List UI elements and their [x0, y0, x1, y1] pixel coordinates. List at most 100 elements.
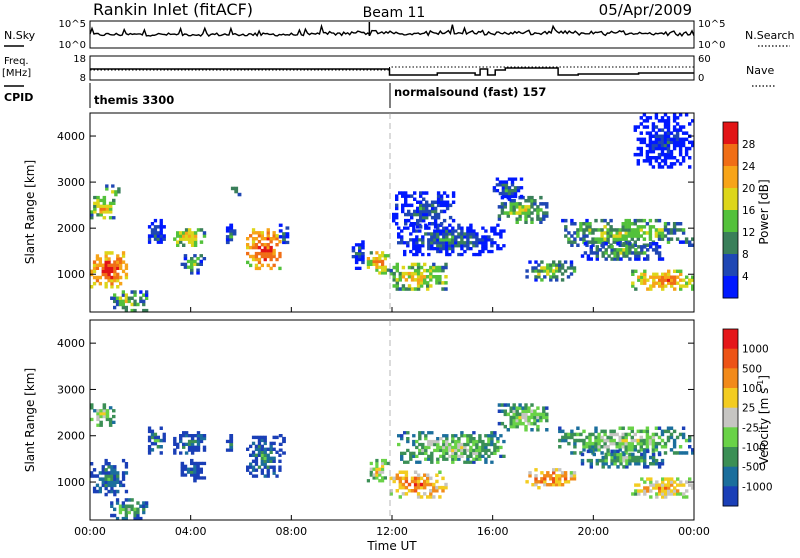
velocity-cell	[381, 479, 385, 483]
power-cell	[187, 228, 192, 232]
velocity-cell	[630, 435, 634, 440]
velocity-cell	[603, 445, 607, 449]
velocity-cell	[442, 442, 446, 447]
power-cell	[645, 116, 650, 120]
velocity-colorbar-title-exponent: -1	[756, 380, 765, 388]
power-cell	[439, 241, 443, 245]
velocity-cell	[251, 468, 256, 472]
power-cell	[416, 206, 420, 211]
power-cell	[630, 234, 634, 238]
power-cell	[651, 165, 656, 169]
power-cell	[530, 202, 534, 206]
power-cell	[225, 229, 230, 233]
power-cell	[633, 243, 637, 247]
velocity-cell	[433, 448, 437, 453]
power-cell	[651, 149, 656, 154]
power-cell	[454, 241, 458, 245]
power-cell	[679, 284, 683, 288]
velocity-cell	[558, 438, 562, 443]
velocity-cell	[153, 438, 158, 443]
power-cell	[278, 240, 282, 244]
power-cell	[397, 241, 401, 245]
power-cell	[187, 234, 192, 238]
power-cell	[428, 203, 432, 208]
power-cell	[415, 238, 419, 242]
velocity-cell	[460, 431, 464, 435]
velocity-cell	[591, 445, 595, 449]
velocity-cell	[487, 437, 491, 441]
power-cell	[660, 143, 665, 148]
power-cell	[383, 271, 387, 275]
power-cell	[180, 262, 185, 266]
velocity-cell	[643, 486, 647, 490]
power-cell	[622, 254, 626, 258]
power-cell	[442, 229, 446, 233]
velocity-colorbar-swatch	[723, 427, 738, 448]
velocity-cell	[616, 458, 620, 463]
power-cell	[552, 275, 556, 279]
velocity-cell	[187, 439, 192, 444]
velocity-cell	[406, 437, 410, 441]
power-cell	[643, 278, 647, 282]
power-cell	[92, 263, 97, 267]
power-cell	[609, 228, 613, 232]
power-cell	[142, 308, 146, 313]
velocity-cell	[445, 457, 449, 461]
power-cell	[675, 159, 680, 163]
power-cell	[451, 191, 456, 195]
power-cell	[681, 159, 686, 163]
power-cell	[639, 137, 643, 142]
power-cell	[422, 206, 426, 211]
power-cell	[425, 203, 429, 208]
velocity-cell	[567, 435, 571, 440]
power-cell	[426, 268, 430, 273]
power-cell	[631, 269, 635, 273]
power-cell	[234, 186, 239, 191]
power-cell	[225, 235, 230, 239]
velocity-cell	[159, 438, 163, 443]
velocity-cell	[630, 441, 634, 446]
power-cell	[645, 243, 650, 247]
velocity-cell	[594, 435, 598, 440]
velocity-cell	[645, 445, 650, 449]
velocity-cell	[457, 439, 461, 444]
power-cell	[183, 265, 188, 269]
velocity-cell	[254, 447, 259, 451]
velocity-cell	[613, 452, 617, 457]
power-cell	[684, 131, 689, 135]
velocity-cell	[615, 432, 619, 437]
velocity-cell	[484, 448, 488, 453]
velocity-cell	[429, 495, 433, 499]
velocity-cell	[415, 445, 419, 450]
velocity-cell	[147, 445, 152, 449]
power-cell	[542, 214, 546, 218]
velocity-cell	[560, 474, 565, 478]
power-cell	[673, 278, 677, 282]
power-cell	[429, 265, 433, 270]
velocity-cell	[401, 485, 406, 490]
velocity-cell	[545, 412, 549, 417]
velocity-cell	[636, 438, 640, 443]
power-cell	[631, 281, 635, 285]
power-cell	[666, 143, 671, 148]
power-cell	[618, 240, 622, 244]
velocity-cell	[621, 445, 625, 449]
power-cell	[678, 140, 683, 145]
velocity-cell	[594, 441, 598, 446]
velocity-cell	[542, 409, 546, 413]
velocity-cell	[269, 441, 273, 446]
power-cell	[621, 228, 625, 232]
velocity-cell	[372, 476, 376, 480]
velocity-cell	[675, 435, 680, 440]
power-cell	[546, 272, 550, 276]
velocity-cell	[651, 435, 656, 440]
power-cell	[176, 231, 180, 235]
power-cell	[666, 222, 671, 226]
velocity-cell	[260, 468, 264, 472]
nsky-label: N.Sky	[4, 29, 36, 42]
power-cell	[469, 232, 473, 236]
power-cell	[159, 228, 163, 232]
power-cell	[594, 237, 598, 241]
power-cell	[278, 254, 282, 259]
power-cell	[407, 209, 411, 214]
